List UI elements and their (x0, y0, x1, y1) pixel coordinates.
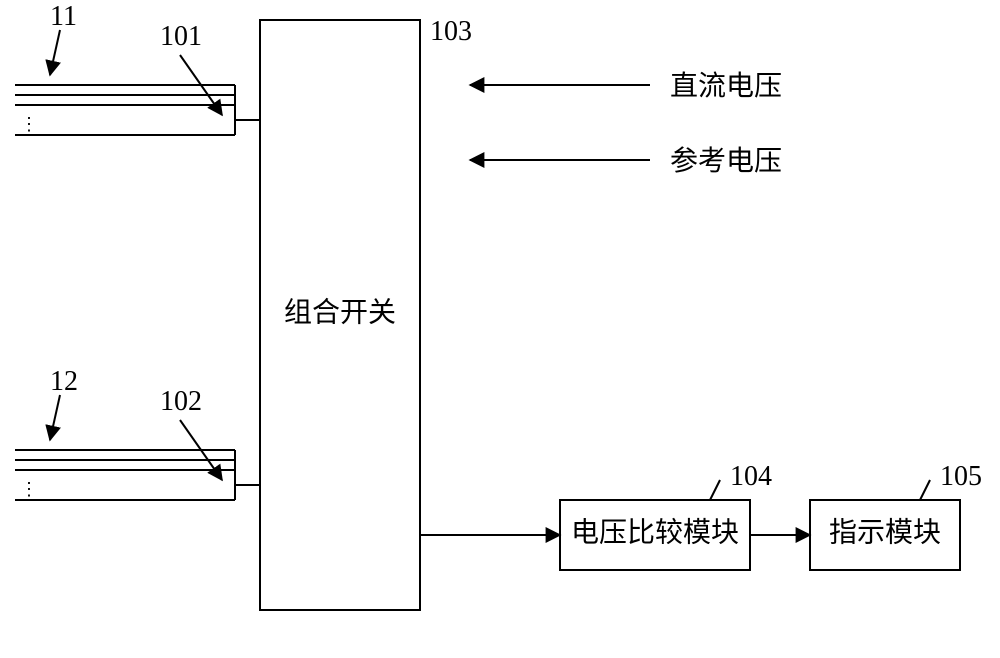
ref-voltage-label: 参考电压 (670, 145, 782, 177)
indicator-label: 指示模块 (829, 516, 941, 548)
combination-switch-label: 组合开关 (284, 296, 396, 328)
ref-104-leader (710, 480, 720, 500)
voltage-compare-label: 电压比较模块 (571, 516, 739, 548)
ref-102: 102 (160, 386, 202, 417)
ref-105-leader (920, 480, 930, 500)
ref-12: 12 (50, 366, 78, 397)
ref-104: 104 (730, 461, 772, 492)
ref-101: 101 (160, 21, 202, 52)
dc-voltage-label: 直流电压 (670, 70, 782, 102)
ref-105: 105 (940, 461, 982, 492)
bus-bottom-dots: ⋮ (20, 479, 38, 499)
ref-103: 103 (430, 16, 472, 47)
bus-top-dots: ⋮ (20, 114, 38, 134)
ref-11: 11 (50, 1, 77, 32)
ref-12-arrow (50, 395, 60, 440)
ref-11-arrow (50, 30, 60, 75)
